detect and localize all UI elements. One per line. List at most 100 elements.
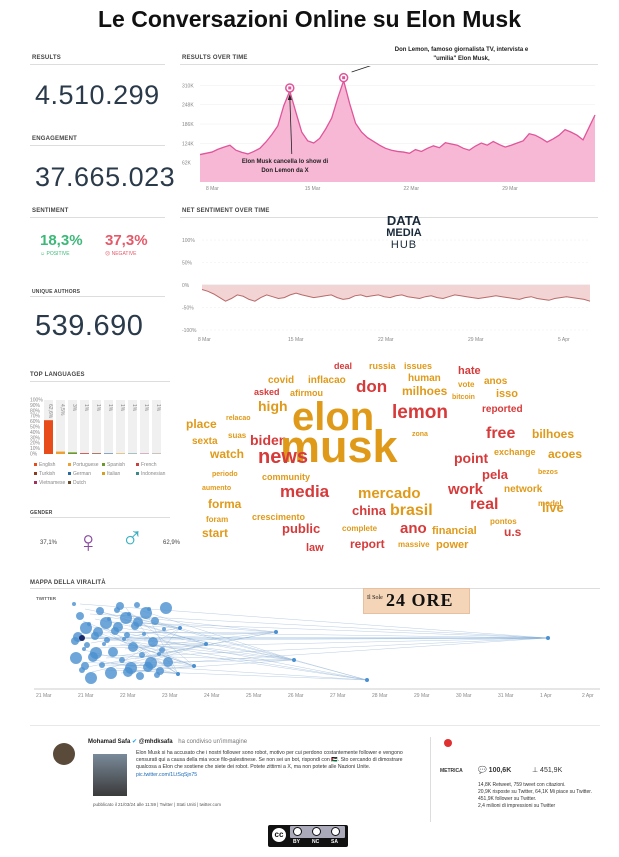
bar: [92, 453, 101, 454]
metrics-line-3: 451,9K follower su Twitter.: [478, 796, 537, 802]
legend-label: Turkish: [39, 471, 55, 477]
virality-node: [114, 607, 120, 613]
tweet-image[interactable]: [93, 754, 127, 796]
virality-edge: [88, 654, 295, 661]
legend-label: Portuguese: [73, 462, 99, 468]
virality-edge: [143, 637, 549, 641]
tweet-footer-twitter[interactable]: Twitter: [159, 802, 173, 807]
sole24ore-main: 24 ORE: [386, 590, 454, 610]
metrics-label: METRICA: [440, 768, 463, 774]
word-cloud-word: asked: [254, 387, 280, 397]
word-cloud-word: media: [280, 482, 330, 501]
tweet-author[interactable]: Mohamad Safa: [88, 739, 131, 745]
word-cloud-word: periodo: [212, 471, 238, 478]
page-title: Le Conversazioni Online su Elon Musk: [97, 6, 522, 32]
virality-node: [274, 630, 278, 634]
bar-label: 1%: [95, 404, 101, 412]
tweet-header: Mohamad Safa ✔ @mhdksafa ha condiviso un…: [88, 738, 247, 745]
word-cloud-word: network: [504, 484, 543, 495]
tweet-footer-link[interactable]: twitter.com: [199, 802, 221, 807]
tweet-action: ha condiviso un'immagine: [178, 739, 248, 745]
annotation-arrow: [289, 95, 293, 155]
by-label: BY: [293, 839, 300, 845]
y-tick-label: 60%: [30, 419, 41, 425]
virality-node: [84, 642, 90, 648]
word-cloud-word: u.s: [504, 525, 522, 539]
virality-edge: [102, 631, 277, 642]
annotation-don-lemon-interview: Don Lemon, famoso giornalista TV, interv…: [394, 47, 529, 62]
legend-swatch: [68, 481, 71, 484]
x-tick-label: 8 Mar: [198, 337, 211, 343]
virality-edge: [110, 659, 295, 664]
metric-replies: 💬 100,6K: [478, 766, 511, 774]
annotation-show-cancelled: Elon Musk cancella lo show di Don Lemon …: [241, 159, 329, 174]
virality-node: [131, 622, 139, 630]
unique-authors-value: 539.690: [35, 310, 144, 342]
tweet-handle[interactable]: @mhdksafa: [138, 739, 173, 745]
x-tick-label: 21 Mar: [78, 693, 94, 699]
virality-node: [102, 642, 106, 646]
x-tick-label: 8 Mar: [206, 186, 219, 192]
x-tick-label: 27 Mar: [330, 693, 346, 699]
word-cloud-word: relacao: [226, 415, 251, 422]
bar-background: [68, 400, 77, 454]
results-over-time-label: RESULTS OVER TIME: [182, 55, 248, 61]
avatar[interactable]: [53, 743, 75, 765]
bar: [44, 420, 53, 454]
word-cloud-word: anos: [484, 376, 508, 387]
sentiment-line: [201, 289, 591, 302]
virality-edge: [79, 603, 549, 639]
virality-node: [143, 662, 153, 672]
word-cloud-word: pela: [482, 467, 509, 482]
nc-label: NC: [312, 839, 320, 845]
results-over-time-chart: 62K 124K 186K 248K 310K 8 Mar 15 Mar 22 Mar 29 M…: [182, 66, 596, 192]
virality-node: [119, 657, 125, 663]
negative-value: 37,3%: [105, 232, 148, 249]
word-cloud-word: vote: [458, 380, 475, 389]
bar-label: 1%: [131, 404, 137, 412]
word-cloud-word: covid: [268, 375, 294, 386]
tweet-footer: pubblicato il 21/03/24 alle 11:59 | Twit…: [93, 802, 221, 807]
virality-node: [91, 632, 99, 640]
word-cloud-word: deal: [334, 361, 352, 371]
x-tick-label: 22 Mar: [378, 337, 394, 343]
y-tick-label: 62K: [182, 161, 192, 167]
word-cloud-word: milhoes: [402, 384, 448, 398]
virality-node: [123, 667, 133, 677]
virality-edge: [140, 622, 277, 633]
word-cloud-word: power: [436, 539, 469, 551]
legend-label: English: [39, 462, 56, 468]
negative-label-text: NEGATIVE: [111, 251, 137, 257]
virality-node: [70, 652, 82, 664]
tweet-link[interactable]: pic.twitter.com/1LtSqSjn75: [136, 772, 198, 778]
divider: [430, 737, 431, 822]
tweet-footer-country: Stati Uniti: [176, 802, 196, 807]
y-tick-label: 186K: [182, 122, 194, 128]
virality-node: [154, 672, 160, 678]
word-cloud-word: acoes: [548, 447, 582, 461]
divider: [30, 381, 170, 382]
datamedia-logo: DATA MEDIA HUB: [380, 214, 428, 251]
positive-value: 18,3%: [40, 232, 83, 249]
metrics-line-4: 2,4 milioni di impressioni su Twitter: [478, 803, 556, 809]
word-cloud-word: reported: [482, 404, 523, 415]
y-tick-label: -100%: [182, 328, 197, 334]
word-cloud-word: massive: [398, 540, 430, 549]
virality-node: [163, 657, 173, 667]
legend-swatch: [102, 463, 105, 466]
word-cloud-word: bezos: [538, 469, 558, 476]
bar-label: 1%: [107, 404, 113, 412]
divider: [30, 588, 600, 589]
y-tick-label: 10%: [30, 446, 41, 452]
legend-swatch: [34, 481, 37, 484]
virality-node: [76, 612, 84, 620]
word-cloud-word: financial: [432, 525, 477, 537]
bar-label: 4,5%: [59, 404, 65, 416]
word-cloud-word: sexta: [192, 436, 218, 447]
virality-node: [159, 647, 165, 653]
virality-edge: [147, 615, 179, 675]
license-icons-bg: [290, 826, 345, 838]
virality-edge: [127, 637, 549, 667]
word-cloud-word: zona: [412, 431, 428, 438]
word-cloud-word: afirmou: [290, 388, 323, 398]
